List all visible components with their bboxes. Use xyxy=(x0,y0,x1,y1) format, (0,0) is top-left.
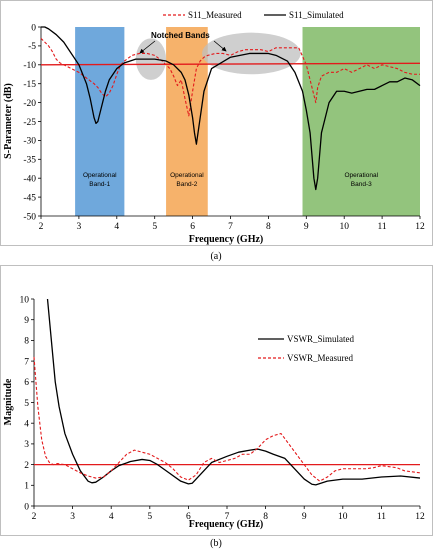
y-tick-label: -20 xyxy=(23,99,36,109)
reference-line-a xyxy=(40,62,421,66)
threshold-line-a xyxy=(40,62,421,66)
y-tick-label: 10 xyxy=(20,295,30,305)
chart-panel-a: Operational Band-1 Operational Band-2 Operat… xyxy=(0,0,433,246)
x-tick-label: 2 xyxy=(32,512,37,522)
y-tick-label: 1 xyxy=(24,482,29,492)
series-b xyxy=(33,298,421,486)
x-tick-label: 7 xyxy=(225,512,230,522)
band-region-3 xyxy=(302,27,420,216)
x-tick-label: 4 xyxy=(109,512,114,522)
operational-bands: Operational Band-1 Operational Band-2 Operat… xyxy=(75,27,420,216)
band-label-3: Operational xyxy=(344,172,378,179)
band-region-2 xyxy=(166,27,208,216)
y-tick-label: 6 xyxy=(24,378,29,388)
x-tick-label: 7 xyxy=(228,222,233,232)
series-line-vswr-simulated xyxy=(46,298,421,486)
x-tick-label: 9 xyxy=(302,512,307,522)
series-line-s11-simulated xyxy=(41,26,421,191)
series-line-vswr-measured xyxy=(33,356,421,482)
band-region-1 xyxy=(75,27,125,216)
notch-arrow-left xyxy=(139,40,156,54)
x-tick-label: 10 xyxy=(339,222,349,232)
notch-label: Notched Bands xyxy=(151,31,210,40)
legend-b: VSWR_Simulated VSWR_Measured xyxy=(258,334,354,363)
caption-a: (a) xyxy=(210,251,221,262)
band-label-3: Band-3 xyxy=(351,181,372,188)
legend-label: VSWR_Measured xyxy=(287,353,353,363)
y-axis-title-a: S-Parameter (dB) xyxy=(3,83,14,159)
y-tick-label: 3 xyxy=(24,440,29,450)
legend-label: VSWR_Simulated xyxy=(287,334,354,344)
x-tick-label: 5 xyxy=(152,222,157,232)
y-tick-label: 0 xyxy=(24,502,29,512)
x-axis-title-a: Frequency (GHz) xyxy=(189,234,264,245)
y-tick-label: -40 xyxy=(23,175,36,185)
y-tick-label: -50 xyxy=(23,212,36,222)
y-tick-label: 5 xyxy=(24,399,29,409)
x-tick-label: 3 xyxy=(77,222,82,232)
x-tick-label: 8 xyxy=(263,512,268,522)
x-tick-label: 10 xyxy=(338,512,348,522)
y-tick-label: -45 xyxy=(23,193,36,203)
y-tick-label: 8 xyxy=(24,337,29,347)
series-a xyxy=(40,26,421,191)
x-tick-label: 8 xyxy=(266,222,271,232)
notch-arrow-right xyxy=(213,40,227,52)
y-tick-label: -10 xyxy=(23,61,36,71)
x-tick-label: 5 xyxy=(147,512,152,522)
x-tick-label: 4 xyxy=(114,222,119,232)
y-tick-label: -35 xyxy=(23,156,36,166)
y-tick-label: 7 xyxy=(24,357,29,367)
plot-frame-b xyxy=(0,265,433,536)
x-tick-label: 12 xyxy=(415,512,425,522)
x-tick-label: 11 xyxy=(378,222,387,232)
caption-b: (b) xyxy=(210,538,222,549)
y-tick-label: -5 xyxy=(28,42,36,52)
y-tick-label: 9 xyxy=(24,316,29,326)
x-tick-label: 6 xyxy=(190,222,195,232)
x-tick-label: 3 xyxy=(70,512,75,522)
band-label-2: Operational xyxy=(170,172,204,179)
legend-label: S11_Simulated xyxy=(289,10,344,20)
x-tick-label: 12 xyxy=(415,222,425,232)
y-tick-label: 4 xyxy=(24,420,29,430)
y-tick-label: -30 xyxy=(23,137,36,147)
y-tick-label: 2 xyxy=(24,461,29,471)
x-tick-label: 6 xyxy=(186,512,191,522)
y-tick-label: -25 xyxy=(23,118,36,128)
band-label-2: Band-2 xyxy=(176,181,197,188)
x-tick-label: 9 xyxy=(304,222,309,232)
x-tick-label: 2 xyxy=(39,222,44,232)
y-axis-title-b: Magnitude xyxy=(3,378,14,425)
legend-label: S11_Measured xyxy=(188,10,242,20)
legend-a: S11_Measured S11_Simulated xyxy=(163,10,344,20)
x-tick-label: 11 xyxy=(377,512,386,522)
y-tick-label: 0 xyxy=(31,23,36,33)
x-axis-title-b: Frequency (GHz) xyxy=(189,519,264,530)
y-tick-label: -15 xyxy=(23,80,36,90)
axes-a: 2 3 4 5 6 7 8 9 10 11 12 0 -5 -10 -15 -20 -25 -30 -35 -40 -4… xyxy=(23,23,425,232)
series-line-s11-measured xyxy=(40,37,420,117)
band-label-1: Band-1 xyxy=(89,181,110,188)
band-label-1: Operational xyxy=(83,172,117,179)
